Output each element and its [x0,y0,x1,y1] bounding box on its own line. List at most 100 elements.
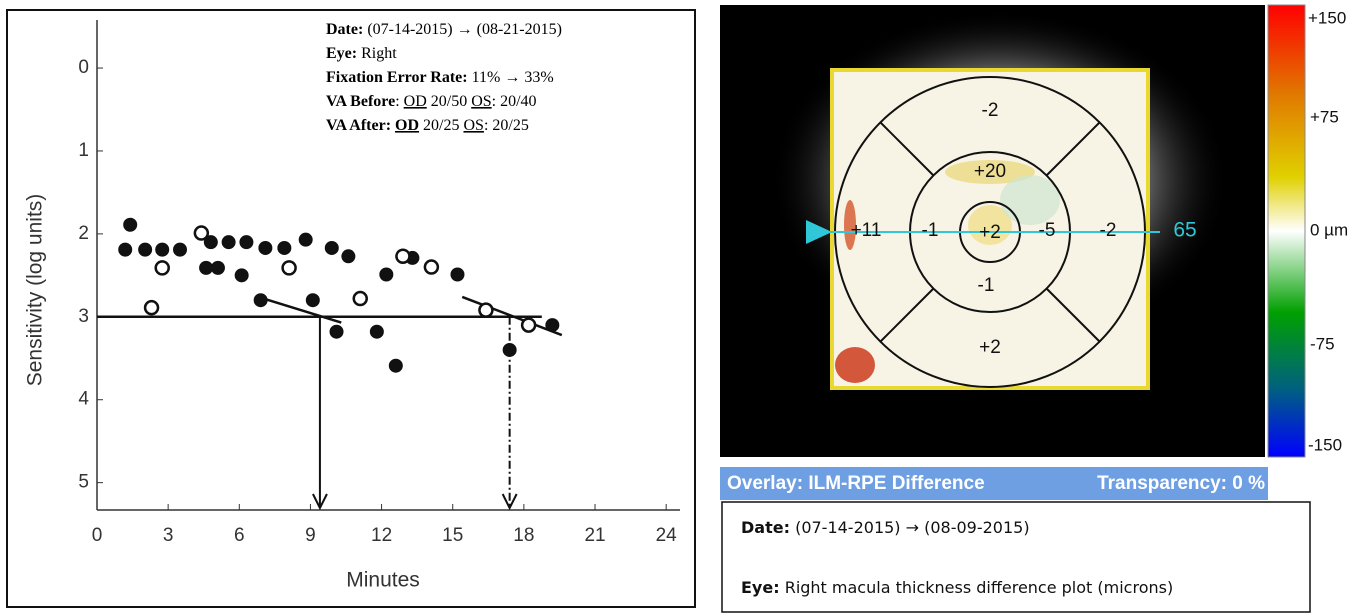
colorbar-label: -75 [1310,334,1335,353]
data-point [239,235,254,250]
sector-line [879,288,934,343]
annotation-part: : 20/40 [492,93,537,110]
annotation-part: Fixation Error Rate: [326,69,468,86]
sector-value: +20 [974,161,1006,182]
data-point [173,242,188,257]
data-point [369,324,384,339]
annotation-part: OD [395,117,419,134]
arrow-head [312,493,328,511]
fit-line [461,295,563,337]
annotation-part: (07-14-2015) → (08-21-2015) [363,21,562,38]
data-point [352,290,368,307]
annotation-part: 20/50 [427,93,471,110]
annotation-part: OS [463,117,483,134]
thick-area [945,160,1035,184]
x-tick-label: 24 [656,525,678,546]
annotation-part: Date: [326,21,363,38]
data-point [210,260,225,275]
annotation-part: 11% → 33% [468,69,554,86]
data-point [324,240,339,255]
annotation-part: OD [404,93,427,110]
info-date: Date: (07-14-2015) → (08-09-2015) [741,518,1030,537]
sector-value: -2 [982,100,999,121]
data-point [118,242,133,257]
data-point [123,217,138,232]
y-tick-label: 1 [78,140,89,161]
data-point [143,299,160,316]
annotation-line: Fixation Error Rate: 11% → 33% [326,69,554,86]
annotation-part: : [395,93,403,110]
data-point [253,293,268,308]
colorbar-label: -150 [1308,435,1342,454]
left-frame [6,9,696,608]
transparency: Transparency: 0 % [1097,473,1265,494]
y-tick-label: 4 [78,389,89,410]
arrow-head [501,493,518,511]
scan-pointer [806,220,832,244]
data-point [395,248,411,265]
annotation-part: OS [471,93,491,110]
y-tick-label: 0 [78,57,89,78]
colorbar-label: +150 [1308,8,1346,27]
data-point [502,342,517,357]
data-point [138,242,153,257]
sector-line [1046,288,1101,343]
sector-value: -5 [1039,220,1056,241]
data-point [423,259,440,275]
x-tick-label: 15 [442,525,463,546]
data-point [305,293,320,308]
x-tick-label: 21 [584,525,605,546]
data-point [341,249,356,264]
data-point [258,240,273,255]
overlay-title: Overlay: ILM-RPE Difference [727,473,985,494]
sector-value: -1 [922,220,939,241]
data-point [154,260,170,276]
annotation-line: Date: (07-14-2015) → (08-21-2015) [326,21,562,38]
data-point [221,235,236,250]
x-tick-label: 18 [513,525,534,546]
data-point [450,267,465,282]
data-point [298,232,313,247]
sector-value: -1 [978,275,995,296]
data-point [388,358,403,373]
info-eye: Eye: Right macula thickness difference p… [741,578,1173,597]
data-point [155,242,170,257]
sector-value: +2 [979,337,1001,358]
annotation: Date: (07-14-2015) → (08-21-2015) Eye: Ri… [326,21,562,134]
value: (07-14-2015) → (08-09-2015) [790,518,1030,537]
data-point [199,260,214,275]
thin-area [1000,175,1060,225]
sector-value: -2 [1100,220,1117,241]
overlay-bar [720,467,1268,500]
data-point [203,235,218,250]
edge-artifact [844,200,856,250]
y-tick-label: 5 [78,472,89,493]
data-point [478,302,494,318]
annotation-part: VA After: [326,117,391,134]
x-label: Minutes [346,569,420,592]
y-tick-label: 3 [78,306,89,327]
data-point [379,267,394,282]
annotation-line: Eye: Right [326,45,397,62]
fovea-area [968,205,1012,245]
value: Right macula thickness difference plot (… [780,578,1174,597]
scan-value: 65 [1173,219,1196,242]
annotation-line: VA Before: OD 20/50 OS: 20/40 [326,93,537,110]
sector-value: +2 [979,222,1001,243]
x-tick-label: 9 [305,525,316,546]
data-point [545,318,560,333]
edge-artifact [835,347,875,383]
sector-line [879,121,934,176]
label: Eye: [741,578,780,597]
info-box [721,501,1311,613]
annotation-line: VA After: OD 20/25 OS: 20/25 [326,117,529,134]
sector-value: +11 [851,220,882,241]
y-tick-label: 2 [78,223,89,244]
annotation-part: : 20/25 [484,117,529,134]
x-tick-label: 3 [163,525,174,546]
x-tick-label: 0 [92,525,103,546]
sector-line [1046,121,1101,176]
annotation-part: VA Before [326,93,395,110]
annotation-part: 20/25 [419,117,463,134]
